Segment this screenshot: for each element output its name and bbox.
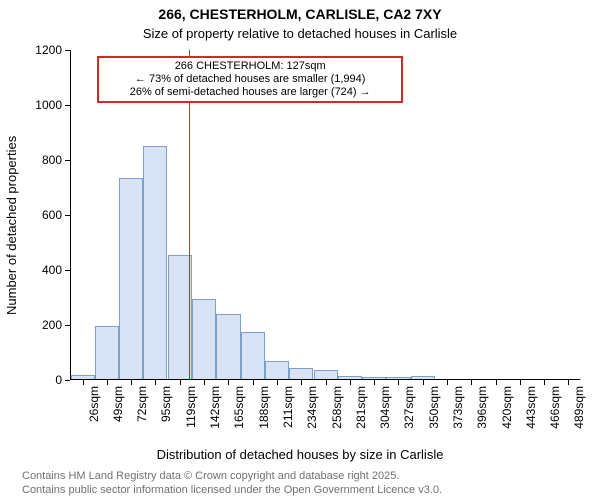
annotation-line: ← 73% of detached houses are smaller (1,… <box>103 73 397 86</box>
x-tick <box>544 380 545 385</box>
y-axis-line <box>70 50 71 380</box>
y-tick <box>65 105 70 106</box>
x-tick <box>83 380 84 385</box>
histogram-bar <box>143 146 167 380</box>
y-tick <box>65 270 70 271</box>
histogram-bar <box>216 314 240 380</box>
y-tick-label: 1000 <box>35 98 62 112</box>
attribution-line-2: Contains public sector information licen… <box>22 484 442 496</box>
x-tick-label: 49sqm <box>111 386 125 422</box>
y-axis-label: Number of detached properties <box>4 136 19 315</box>
x-tick <box>496 380 497 385</box>
x-tick <box>326 380 327 385</box>
y-tick <box>65 325 70 326</box>
x-tick <box>447 380 448 385</box>
x-tick <box>204 380 205 385</box>
annotation-box: 266 CHESTERHOLM: 127sqm← 73% of detached… <box>97 56 403 104</box>
x-tick-label: 119sqm <box>184 386 198 428</box>
x-tick-label: 188sqm <box>257 386 271 429</box>
x-tick <box>301 380 302 385</box>
x-tick <box>350 380 351 385</box>
x-tick-label: 327sqm <box>402 386 416 429</box>
x-tick <box>155 380 156 385</box>
histogram-bar <box>241 332 265 380</box>
histogram-bar <box>265 361 289 380</box>
x-axis-label: Distribution of detached houses by size … <box>0 447 600 462</box>
annotation-line: 266 CHESTERHOLM: 127sqm <box>103 60 397 73</box>
y-tick <box>65 380 70 381</box>
x-tick-label: 234sqm <box>305 386 319 429</box>
histogram-bar <box>119 178 143 380</box>
x-tick-label: 165sqm <box>232 386 246 429</box>
x-tick <box>520 380 521 385</box>
y-tick-label: 600 <box>42 208 62 222</box>
x-tick <box>398 380 399 385</box>
x-tick-label: 420sqm <box>500 386 514 429</box>
x-tick-label: 466sqm <box>548 386 562 429</box>
histogram-bar <box>192 299 216 380</box>
y-tick-label: 400 <box>42 263 62 277</box>
x-tick-label: 373sqm <box>451 386 465 429</box>
x-tick <box>277 380 278 385</box>
x-tick-label: 258sqm <box>330 386 344 429</box>
y-tick-label: 200 <box>42 318 62 332</box>
histogram-bar <box>95 326 119 380</box>
chart-container: 266, CHESTERHOLM, CARLISLE, CA2 7XY Size… <box>0 0 600 500</box>
x-axis-line <box>70 379 580 380</box>
x-tick-label: 489sqm <box>572 386 586 429</box>
y-tick <box>65 160 70 161</box>
x-tick-label: 72sqm <box>135 386 149 422</box>
x-tick-label: 396sqm <box>475 386 489 429</box>
chart-title: 266, CHESTERHOLM, CARLISLE, CA2 7XY <box>0 6 600 22</box>
x-tick-label: 350sqm <box>427 386 441 429</box>
x-tick <box>131 380 132 385</box>
x-tick-label: 95sqm <box>159 386 173 422</box>
x-tick <box>228 380 229 385</box>
annotation-line: 26% of semi-detached houses are larger (… <box>103 86 397 99</box>
x-tick-label: 443sqm <box>524 386 538 429</box>
plot-area: 02004006008001000120026sqm49sqm72sqm95sq… <box>70 50 580 380</box>
y-tick-label: 800 <box>42 153 62 167</box>
x-tick-label: 26sqm <box>87 386 101 422</box>
attribution-line-1: Contains HM Land Registry data © Crown c… <box>22 470 399 482</box>
x-tick-label: 211sqm <box>281 386 295 428</box>
chart-subtitle: Size of property relative to detached ho… <box>0 26 600 41</box>
x-tick <box>180 380 181 385</box>
y-tick <box>65 215 70 216</box>
x-tick <box>568 380 569 385</box>
x-tick <box>471 380 472 385</box>
x-tick <box>423 380 424 385</box>
x-tick-label: 304sqm <box>378 386 392 429</box>
x-tick-label: 142sqm <box>208 386 222 429</box>
y-tick-label: 0 <box>55 373 62 387</box>
y-tick-label: 1200 <box>35 43 62 57</box>
x-tick <box>107 380 108 385</box>
y-tick <box>65 50 70 51</box>
x-tick <box>253 380 254 385</box>
x-tick <box>374 380 375 385</box>
x-tick-label: 281sqm <box>354 386 368 429</box>
